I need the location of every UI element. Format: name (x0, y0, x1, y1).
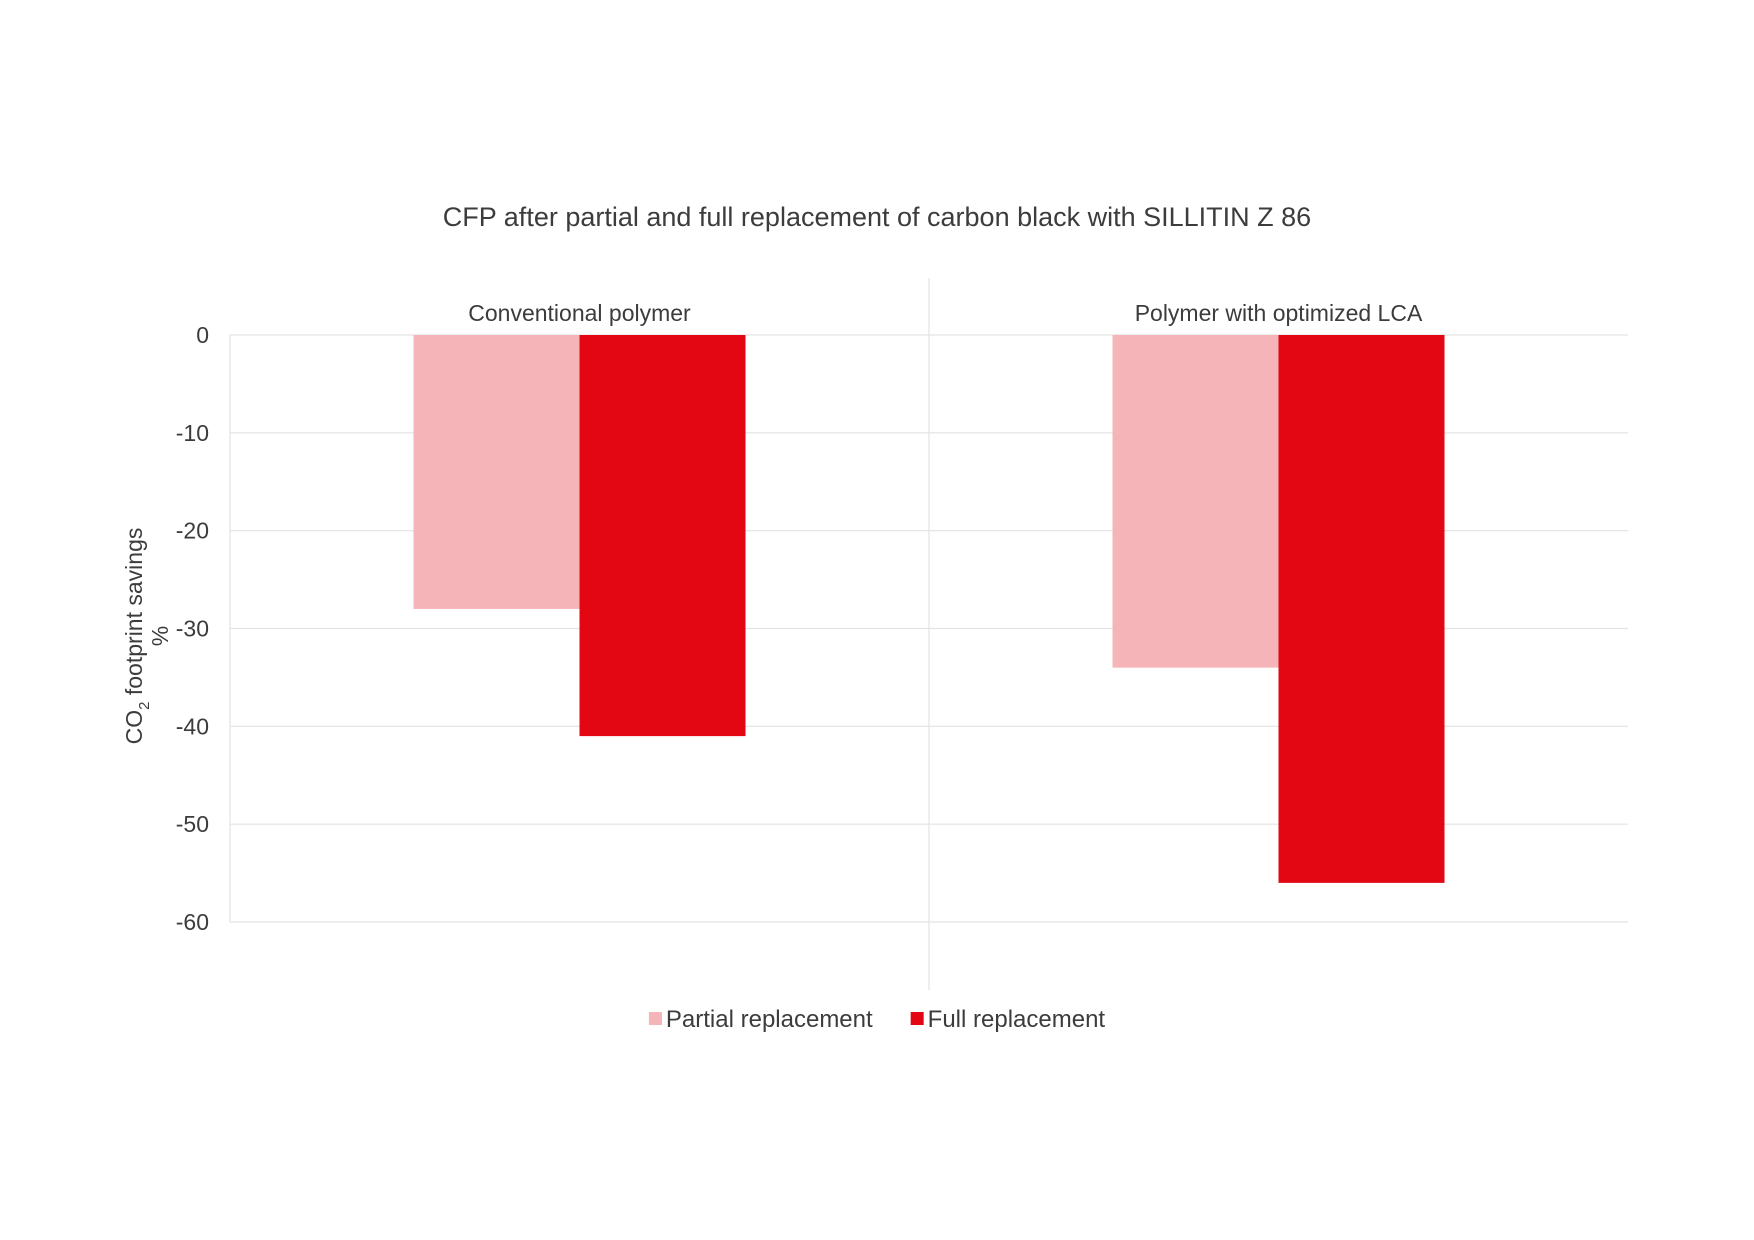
y-axis-title-suffix: footprint savings (121, 528, 147, 702)
y-tick-label: -60 (176, 909, 209, 935)
bar (579, 335, 746, 737)
y-axis-title-prefix: CO (121, 710, 147, 745)
legend-item: Partial replacement (648, 1006, 873, 1033)
y-axis-unit: % (147, 626, 173, 646)
y-axis-title-subscript: 2 (136, 702, 153, 710)
bars (413, 335, 1445, 883)
bar (1112, 335, 1279, 668)
bar (413, 335, 580, 609)
legend-swatch (648, 1012, 662, 1025)
y-axis-title: CO2 footprint savings (121, 528, 153, 745)
legend-item: Full replacement (910, 1006, 1106, 1033)
y-tick-label: -40 (176, 713, 209, 739)
y-tick-label: -10 (176, 420, 209, 446)
legend-label: Full replacement (928, 1006, 1106, 1033)
y-tick-label: -30 (176, 616, 209, 642)
y-tick-label: -20 (176, 518, 209, 544)
y-tick-label: -50 (176, 811, 209, 837)
legend-label: Partial replacement (666, 1006, 873, 1033)
category-labels: Conventional polymer Polymer with optimiz… (468, 300, 1423, 326)
legend: Partial replacement Full replacement (648, 1006, 1106, 1033)
category-label: Conventional polymer (468, 300, 691, 326)
category-label: Polymer with optimized LCA (1135, 300, 1423, 326)
chart-title: CFP after partial and full replacement o… (443, 202, 1311, 232)
y-tick-label: 0 (196, 322, 209, 348)
y-tick-labels: 0 -10 -20 -30 -40 -50 -60 (176, 322, 209, 935)
bar (1278, 335, 1445, 883)
legend-swatch (910, 1012, 924, 1025)
